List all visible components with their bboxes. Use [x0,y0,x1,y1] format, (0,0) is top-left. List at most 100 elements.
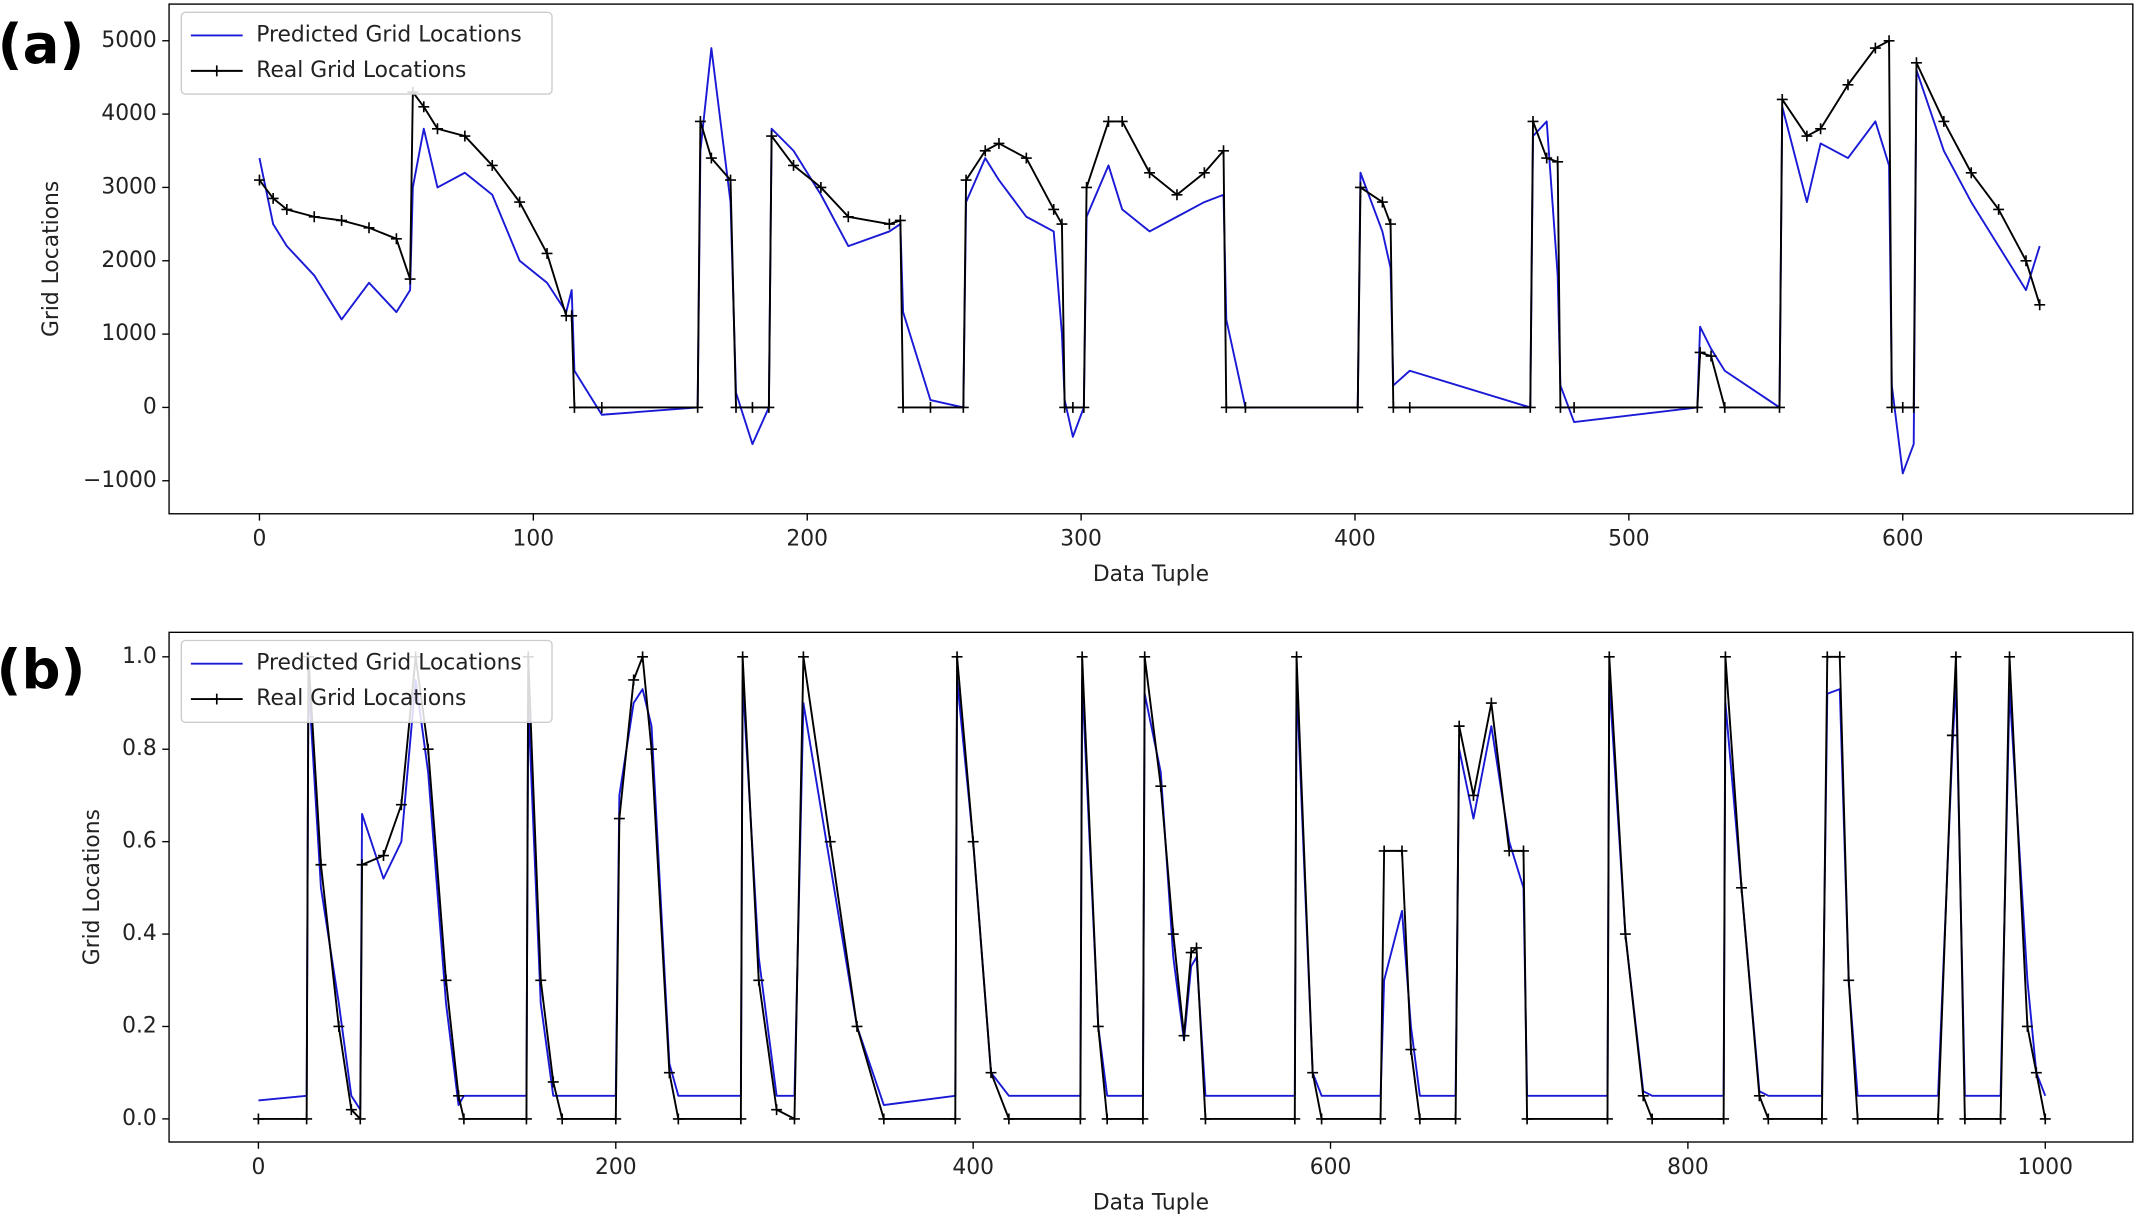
point-marker [1185,947,1197,959]
point-marker [1834,651,1846,663]
point-marker [1076,651,1088,663]
point-marker [1719,401,1731,413]
point-marker [1003,1113,1015,1125]
y-tick-label: 0.4 [122,921,157,946]
point-marker [453,1090,464,1102]
point-marker [1908,401,1920,413]
point-marker [520,1113,532,1125]
point-marker [1568,401,1580,413]
point-marker [301,1113,313,1125]
point-marker [458,1113,470,1125]
y-tick-label: 0 [143,394,157,419]
point-marker [789,1113,800,1125]
point-marker [1468,789,1479,801]
point-marker [797,651,809,663]
point-marker [1092,1021,1104,1032]
point-marker [1552,156,1564,168]
x-tick-label: 200 [595,1155,637,1180]
panel-label: (a) [0,12,84,76]
y-axis-label: Grid Locations [80,809,105,965]
point-marker [1376,196,1388,208]
legend: Predicted Grid Locations Real Grid Locati… [180,11,553,95]
point-marker [315,859,327,871]
x-tick-label: 800 [1667,1155,1709,1180]
point-marker [1404,401,1416,413]
point-marker [766,130,778,142]
point-marker [949,1113,961,1125]
point-marker [842,211,854,223]
point-marker [1959,1113,1971,1125]
point-marker [1405,1044,1417,1056]
legend-label: Real Grid Locations [256,58,466,83]
point-marker [1776,93,1788,105]
point-marker [556,1113,568,1125]
point-marker [692,401,704,413]
point-marker [333,1021,345,1032]
x-tick-label: 400 [1334,527,1376,552]
point-marker [1774,401,1785,413]
y-tick-label: 1000 [101,321,156,346]
point-marker [1911,57,1922,69]
point-marker [628,674,640,686]
x-tick-label: 0 [253,527,267,552]
point-marker [1081,181,1093,193]
point-marker [1897,401,1909,413]
x-axis-label: Data Tuple [1093,562,1209,587]
point-marker [547,1076,559,1088]
point-marker [1171,189,1183,201]
x-tick-label: 0 [251,1155,265,1180]
y-tick-label: 5000 [101,28,156,53]
point-marker [459,130,471,142]
point-marker [1291,651,1303,663]
legend-label: Predicted Grid Locations [256,651,521,676]
point-marker [566,310,578,322]
point-marker [1503,845,1515,857]
point-marker [252,1113,264,1125]
point-marker [1694,346,1706,358]
point-marker [878,1113,890,1125]
point-marker [404,273,416,285]
point-marker [1101,1113,1113,1125]
point-marker [1178,1030,1190,1042]
point-marker [960,174,972,186]
point-marker [883,218,895,230]
point-marker [535,974,547,986]
point-marker [1736,882,1747,894]
axes: 0 200 400 600 800 1000 0.0 0.2 0.4 0.6 0.8 1.0 Data … [0,631,2134,1215]
x-tick-label: 200 [786,527,828,552]
point-marker [610,1113,622,1125]
x-tick-label: 400 [952,1155,994,1180]
point-marker [2030,1067,2042,1079]
point-marker [1239,401,1251,413]
point-marker [753,974,765,986]
y-tick-label: 0.2 [122,1013,157,1038]
plot-frame [168,3,2134,515]
point-marker [1691,401,1703,413]
point-marker [1307,1067,1319,1079]
x-tick-label: 1000 [2018,1155,2073,1180]
legend-marker [211,65,223,77]
x-tick-label: 500 [1608,527,1650,552]
point-marker [637,651,649,663]
point-marker [1453,720,1465,732]
point-marker [957,401,969,413]
point-marker [1842,79,1854,91]
point-marker [1938,115,1950,127]
y-axis-label: Grid Locations [39,181,64,337]
point-marker [993,137,1005,149]
point-marker [663,1067,675,1079]
plot-area [252,651,2051,1125]
point-marker [2004,651,2015,663]
point-marker [440,974,452,986]
point-marker [1646,1113,1658,1125]
point-marker [336,214,348,226]
y-tick-label: −1000 [83,468,157,493]
point-marker [1718,1113,1730,1125]
point-marker [763,401,775,413]
point-marker [1352,401,1364,413]
point-marker [730,401,742,413]
point-marker [1137,1113,1149,1125]
point-marker [1637,1090,1649,1102]
y-tick-label: 0.8 [122,736,157,761]
